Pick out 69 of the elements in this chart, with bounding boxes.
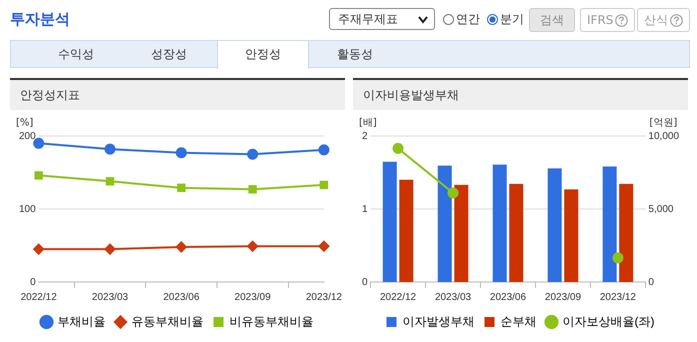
y-tick-label: 1 [362,204,368,215]
bar [454,184,468,282]
point [177,184,186,192]
bar [509,184,524,282]
point [176,147,187,158]
chart-title: 이자비용발생부채 [353,80,688,110]
x-tick-label: 2023/09 [544,292,582,303]
x-tick-label: 2023/03 [92,292,129,303]
point [33,138,44,149]
bar [399,180,414,282]
point [106,177,114,186]
x-tick-label: 2022/12 [20,292,58,303]
y-tick-label: 200 [18,130,36,142]
x-tick-label: 2023/06 [163,292,200,303]
x-tick-label: 2022/12 [380,292,417,303]
text: 수익성 [57,46,95,63]
text: 연간 [456,11,480,28]
bar [492,164,507,282]
x-tick-label: 2023/12 [600,292,636,303]
text: 활동성 [336,46,374,63]
point [448,187,459,198]
point [104,244,116,255]
y2-tick-label: 0 [648,276,654,288]
text: 성장성 [150,46,188,63]
point [612,252,624,264]
point [320,180,328,190]
bar [548,168,562,282]
point [248,185,257,194]
x-tick-label: 2023/06 [490,292,526,303]
legend-label: 유동부채비율 [132,314,204,328]
legend-label: 순부채 [500,314,537,328]
text: 분기 [500,11,524,28]
x-tick-label: 2023/09 [234,292,272,303]
bar [382,162,397,282]
legend-label: 부채비율 [58,314,106,328]
point [34,171,43,180]
y-tick-label: 0 [362,276,368,288]
bar [602,166,617,282]
text: 투자분석 [10,10,70,29]
legend-label: 이자보상배율(좌) [562,314,655,328]
text: IFRS [587,12,614,29]
y-tick-label: 2 [362,130,368,142]
y-axis-title: [%] [16,118,34,129]
chart-title: 안정성지표 [10,80,345,110]
point [318,144,330,156]
text: 주재무제표 [329,8,435,30]
bar [619,184,634,282]
y2-tick-label: 10,000 [648,130,680,142]
bar [564,189,578,282]
x-tick-label: 2023/12 [306,292,342,303]
point [392,142,404,154]
point [318,240,330,252]
point [104,144,116,155]
legend-label: 비유동부채비율 [230,314,314,328]
y2-tick-label: 5,000 [648,204,674,215]
text: 검색 [529,8,575,32]
y-tick-label: 100 [18,204,36,215]
point [247,148,258,160]
x-tick-label: 2023/03 [434,292,472,303]
text: 안정성 [217,40,309,69]
y-tick-label: 0 [30,276,36,288]
y2-axis-title: [억원] [649,118,678,129]
legend-label: 이자발생부채 [402,314,475,328]
y-axis-title: [배] [359,118,377,129]
point [247,240,258,252]
bar [438,166,452,282]
point [176,241,187,252]
text: 산식 [644,12,668,29]
point [33,244,44,255]
